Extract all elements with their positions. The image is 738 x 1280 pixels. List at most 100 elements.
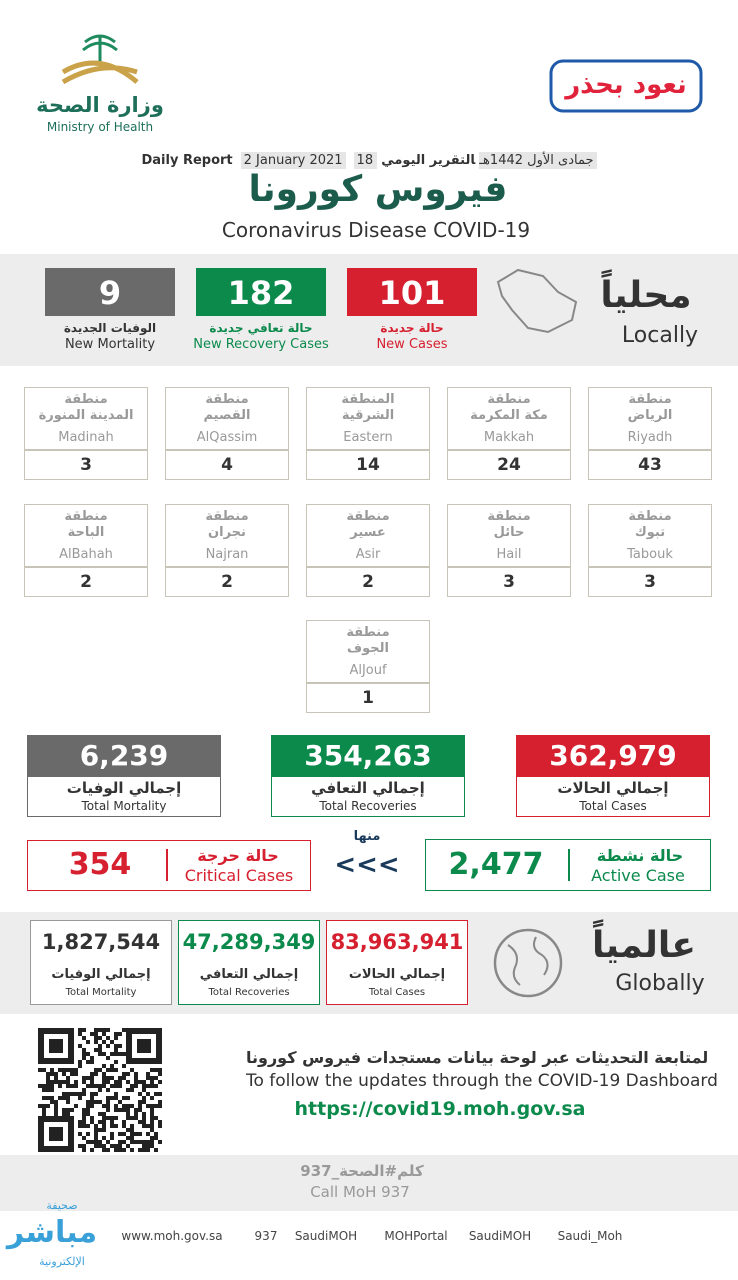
qr-cell: [154, 1148, 158, 1152]
qr-cell: [50, 1080, 54, 1084]
qr-cell: [146, 1076, 150, 1080]
global-box: [178, 920, 320, 1005]
qr-cell: [82, 1148, 86, 1152]
region-value: 14: [356, 455, 380, 475]
qr-cell: [118, 1084, 122, 1088]
call-en: Call MoH 937: [310, 1183, 410, 1201]
qr-cell: [146, 1084, 150, 1088]
qr-cell: [102, 1112, 106, 1116]
region-value: 43: [638, 455, 662, 475]
qr-cell: [38, 1068, 42, 1072]
of-which: منها: [353, 829, 381, 844]
qr-cell: [42, 1096, 46, 1100]
qr-cell: [46, 1080, 50, 1084]
global-value: 83,963,941: [330, 930, 464, 954]
region-name-ar: مكة المكرمة: [470, 408, 548, 423]
qr-cell: [134, 1072, 138, 1076]
footer-link: 937: [254, 1229, 278, 1243]
stat-label-ar: الوفيات الجديدة: [63, 321, 157, 335]
region-divider: [447, 449, 571, 451]
total-label-en: Total Mortality: [81, 799, 167, 813]
qr-cell: [134, 1084, 138, 1088]
qr-cell: [66, 1076, 70, 1080]
region-name-en: Hail: [496, 547, 522, 562]
qr-cell: [114, 1068, 118, 1072]
qr-cell: [146, 1104, 150, 1108]
total-label-ar: إجمالي الحالات: [557, 779, 669, 797]
qr-cell: [154, 1104, 158, 1108]
qr-cell: [150, 1112, 154, 1116]
qr-cell: [86, 1140, 90, 1144]
qr-cell: [134, 1076, 138, 1080]
qr-cell: [134, 1108, 138, 1112]
qr-cell: [158, 1068, 162, 1072]
qr-cell: [122, 1052, 126, 1056]
qr-cell: [122, 1140, 126, 1144]
qr-cell: [130, 1148, 134, 1152]
qr-cell: [50, 1084, 54, 1088]
qr-cell: [126, 1072, 130, 1076]
critical-box: [27, 840, 311, 891]
qr-cell: [78, 1064, 82, 1068]
region-box: [24, 387, 148, 480]
qr-cell: [134, 1080, 138, 1084]
region-value: 3: [644, 572, 656, 592]
qr-cell: [146, 1092, 150, 1096]
qr-cell: [94, 1040, 98, 1044]
dashboard-en: To follow the updates through the COVID-…: [246, 1071, 718, 1091]
qr-cell: [78, 1092, 82, 1096]
qr-cell: [98, 1036, 102, 1040]
qr-cell: [50, 1096, 54, 1100]
qr-cell: [142, 1140, 146, 1144]
qr-cell: [126, 1116, 130, 1120]
qr-cell: [130, 1128, 134, 1132]
report-part: 2 January 2021: [240, 152, 346, 169]
qr-cell: [118, 1132, 122, 1136]
qr-cell: [110, 1120, 114, 1124]
report-part: Daily Report: [141, 153, 233, 168]
qr-cell: [118, 1032, 122, 1036]
footer-link: Saudi_Moh: [557, 1229, 623, 1243]
region-value: 1: [362, 688, 374, 708]
qr-cell: [62, 1096, 66, 1100]
qr-cell: [54, 1072, 58, 1076]
qr-cell: [98, 1084, 102, 1088]
region-box: [306, 387, 430, 480]
qr-cell: [90, 1120, 94, 1124]
region-divider: [165, 449, 289, 451]
qr-cell: [90, 1116, 94, 1120]
qr-cell: [114, 1032, 118, 1036]
qr-cell: [50, 1068, 54, 1072]
qr-cell: [74, 1104, 78, 1108]
qr-cell: [150, 1140, 154, 1144]
footer-link: MOHPortal: [384, 1229, 448, 1243]
qr-cell: [42, 1112, 46, 1116]
qr-cell: [90, 1080, 94, 1084]
critical-label-ar: حالة حرجة: [197, 846, 279, 865]
global-value: 1,827,544: [41, 930, 161, 954]
qr-cell: [98, 1120, 102, 1124]
watermark-bottom: الإلكترونية: [39, 1255, 85, 1268]
region-box: [165, 387, 289, 480]
region-box: [24, 504, 148, 597]
region-divider: [306, 566, 430, 568]
qr-cell: [114, 1144, 118, 1148]
qr-cell: [102, 1124, 106, 1128]
qr-cell: [114, 1052, 118, 1056]
qr-cell: [94, 1136, 98, 1140]
active-label-ar: حالة نشطة: [596, 846, 684, 865]
footer-link: SaudiMOH: [468, 1229, 532, 1243]
local-title-ar: محلياً: [600, 275, 692, 316]
qr-cell: [46, 1076, 50, 1080]
qr-cell: [90, 1060, 94, 1064]
qr-cell: [98, 1068, 102, 1072]
qr-cell: [98, 1100, 102, 1104]
qr-cell: [114, 1048, 118, 1052]
qr-cell: [122, 1096, 126, 1100]
qr-cell: [70, 1084, 74, 1088]
critical-value: 354: [68, 847, 132, 882]
qr-cell: [94, 1128, 98, 1132]
qr-cell: [154, 1084, 158, 1088]
region-box: [588, 504, 712, 597]
qr-cell: [150, 1108, 154, 1112]
